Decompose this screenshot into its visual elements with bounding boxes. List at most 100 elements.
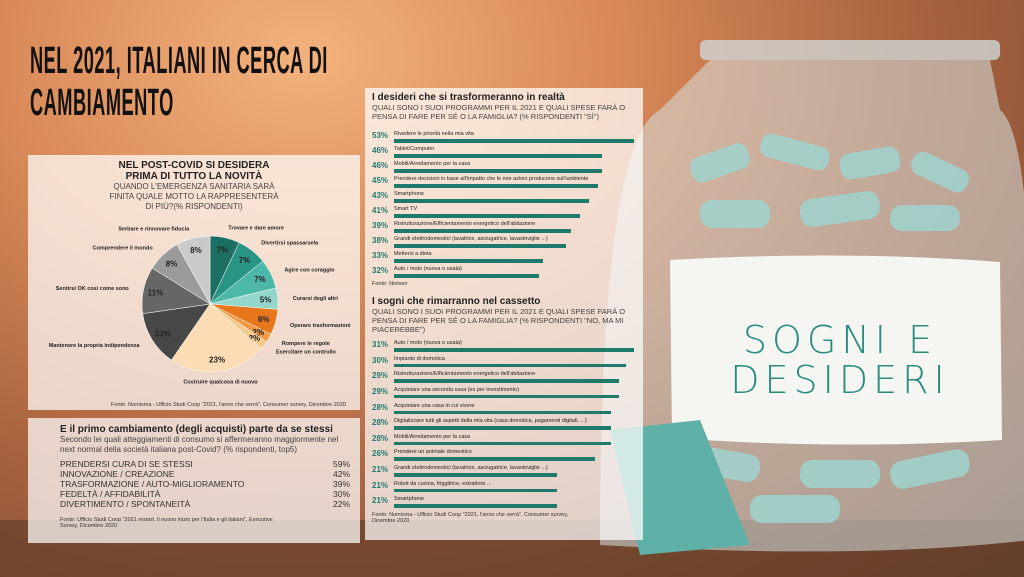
pie-chart: NEL POST-COVID SI DESIDERA PRIMA DI TUTT… [28, 160, 360, 408]
page-title: NEL 2021, ITALIANI IN CERCA DI CAMBIAMEN… [30, 40, 328, 124]
value-label: 39% [372, 221, 389, 230]
table-cell: TRASFORMAZIONE / AUTO-MIGLIORAMENTO [60, 479, 245, 489]
table-cell: DIVERTIMENTO / SPONTANEITÀ [60, 499, 191, 509]
value-label: 38% [372, 236, 389, 245]
bar-rows: 31% Auto / moto (nuova o usata) 30% Impiant… [372, 340, 638, 512]
category-label: Tablet/Computer [394, 146, 435, 152]
value-label: 2% [249, 334, 261, 343]
value-label: 21% [372, 465, 389, 475]
table-row: TRASFORMAZIONE / AUTO-MIGLIORAMENTO 39% [60, 479, 350, 489]
value-label: 28% [372, 402, 389, 412]
category-label: Robot da cucina, friggitrice, estrattore… [394, 480, 492, 487]
value-label: 46% [372, 146, 389, 155]
value-label: 30% [372, 355, 389, 365]
category-label: Ristrutturazione/Efficientamento energet… [394, 371, 536, 378]
pie-slice [176, 235, 211, 305]
chart-title: I sogni che rimarranno nel cassetto [372, 296, 541, 307]
category-label: Mobili/Arredamento per la casa [394, 161, 471, 167]
table-cell: 39% [332, 479, 350, 489]
table-cell: 30% [332, 489, 350, 499]
value-label: 26% [372, 449, 389, 459]
bar [394, 426, 611, 430]
slice-label: Agire con coraggio [284, 267, 335, 273]
chart-title: NEL POST-COVID SI DESIDERA PRIMA DI TUTT… [118, 160, 270, 182]
value-label: 11% [148, 289, 164, 298]
category-label: Impianto di domotica [394, 355, 445, 362]
value-label: 41% [372, 206, 389, 215]
bar-rows: 53% Rivedere le priorità nella mia vita 46… [372, 131, 638, 281]
bar [394, 169, 603, 173]
value-label: 29% [372, 386, 389, 396]
category-label: Acquistare una casa in cui vivere [394, 402, 475, 409]
table-cell: INNOVAZIONE / CREAZIONE [60, 469, 175, 479]
bar [394, 154, 603, 158]
chart-title: I desideri che si trasformeranno in real… [372, 92, 565, 103]
slice-label: Curarsi degli altri [293, 296, 339, 302]
bar [394, 229, 571, 233]
value-label: 23% [209, 355, 225, 364]
category-label: Rivedere le priorità nella mia vita [394, 131, 474, 137]
bar [394, 441, 611, 446]
table-body: PRENDERSI CURA DI SE STESSI 59% INNOVAZION… [60, 459, 350, 509]
table-row: PRENDERSI CURA DI SE STESSI 59% [60, 459, 350, 469]
table-panel [28, 418, 360, 543]
bar [394, 184, 598, 188]
category-label: Ristrutturazione/Efficientamento energet… [394, 221, 536, 227]
bar [394, 348, 634, 352]
value-label: 31% [372, 340, 389, 349]
jar-label: SOGNI E DESIDERI [730, 318, 950, 402]
category-label: Auto / moto (nuova o usata) [394, 340, 462, 346]
value-label: 32% [372, 266, 389, 275]
table-source: Fonte: Ufficio Studi Coop "2021 restart.… [60, 517, 273, 529]
bar [394, 410, 611, 415]
category-label: Smartphone [394, 191, 424, 197]
chart-subtitle: QUALI SONO I SUOI PROGRAMMI PER IL 2021 … [372, 103, 626, 121]
value-label: 45% [372, 176, 389, 185]
bar [394, 259, 544, 263]
slice-label: Rompere le regole [282, 341, 330, 347]
slice-label: Serbare e rinnovare fiducia [118, 226, 190, 232]
value-label: 46% [372, 161, 389, 170]
table-cell: 59% [332, 459, 350, 469]
bar [394, 457, 596, 461]
bar [394, 504, 557, 508]
value-label: 2% [253, 328, 265, 337]
bar-chart: I sogni che rimarranno nel cassetto QUAL… [372, 296, 638, 524]
bar [394, 244, 567, 248]
table: E il primo cambiamento (degli acquisti) … [60, 424, 350, 529]
chart-source: Fonte: Nomisma - Ufficio Studi Coop "202… [372, 512, 569, 524]
table-row: INNOVAZIONE / CREAZIONE 42% [60, 469, 350, 479]
value-label: 21% [372, 496, 389, 506]
value-label: 43% [372, 191, 389, 200]
bar [394, 488, 557, 493]
value-label: 21% [372, 480, 389, 490]
value-label: 28% [372, 418, 389, 428]
table-row: FEDELTÀ / AFFIDABILITÀ 30% [60, 489, 350, 499]
value-label: 8% [190, 246, 202, 255]
table-cell: 42% [332, 469, 350, 479]
bar [394, 473, 557, 477]
bar-panel [365, 88, 643, 540]
table-cell: 22% [332, 499, 350, 509]
slice-label: Sentirsi OK così come sono [56, 286, 130, 292]
category-label: Mobili/Arredamento per la casa [394, 433, 471, 440]
category-label: Prendere un animale domestico [394, 449, 472, 456]
table-row: DIVERTIMENTO / SPONTANEITÀ 22% [60, 499, 350, 509]
category-label: Smartphone [394, 496, 424, 503]
value-label: 7% [217, 246, 229, 255]
category-label: Auto / moto (nuova o usata) [394, 266, 462, 272]
pie-plot: 7% Trovare e dare amore 7% Divertirsi spass… [49, 226, 351, 386]
value-label: 28% [372, 433, 389, 443]
bar [394, 274, 539, 278]
table-subtitle: Secondo lei quali atteggiamenti di consu… [60, 435, 339, 454]
table-cell: FEDELTÀ / AFFIDABILITÀ [60, 489, 161, 499]
bar [394, 363, 627, 368]
pie-slice [142, 303, 211, 361]
slice-label: Costruire qualcosa di nuovo [183, 380, 258, 386]
slice-label: Comprendere il mondo [93, 245, 154, 251]
category-label: Digitalizzare tutti gli aspetti della mi… [394, 418, 587, 425]
slice-label: Trovare e dare amore [228, 226, 284, 232]
value-label: 5% [260, 296, 272, 305]
